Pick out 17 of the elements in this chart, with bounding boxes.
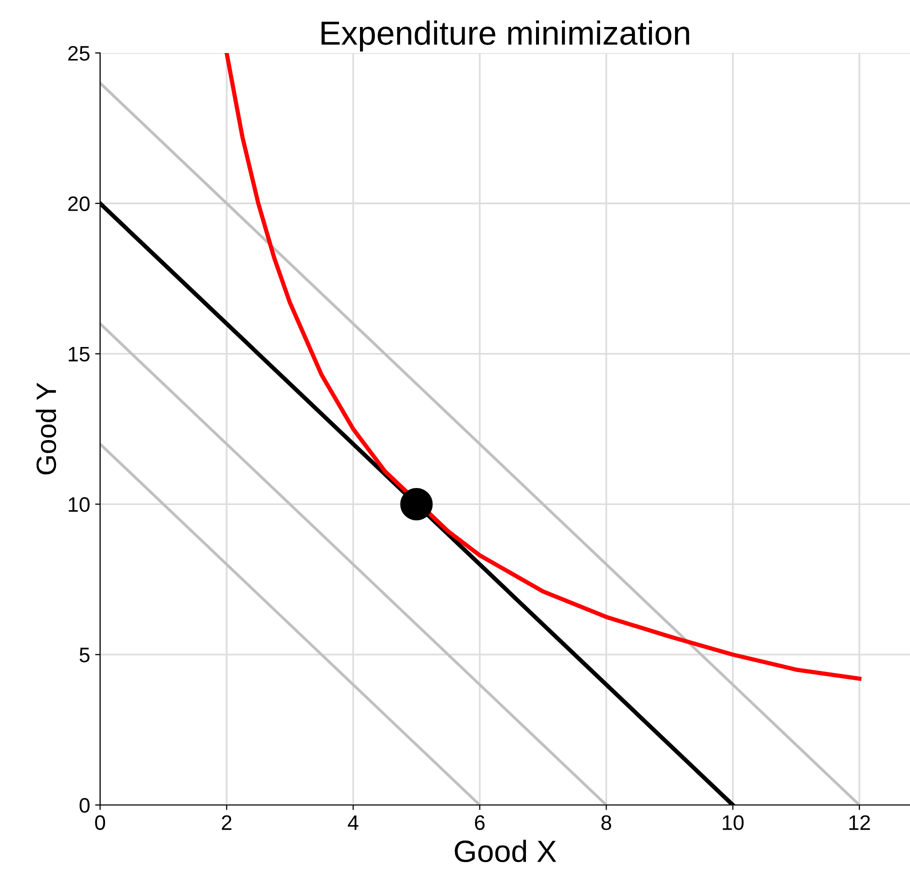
x-tick-label: 10 [722, 815, 744, 830]
y-axis-title: Good Y [36, 382, 56, 474]
x-tick-label: 12 [849, 815, 870, 830]
x-tick-label: 6 [475, 815, 485, 830]
y-tick-label: 5 [80, 648, 90, 662]
y-tick-label: 15 [68, 346, 90, 362]
x-axis-title: Good X [454, 840, 556, 862]
x-tick-label: 2 [222, 815, 232, 830]
x-tick-label: 4 [348, 815, 358, 830]
chart-title: Expenditure minimization [322, 20, 690, 52]
x-tick-label: 8 [601, 815, 612, 830]
y-tick-label: 25 [68, 46, 90, 61]
y-tick-label: 20 [68, 196, 90, 212]
line-series [224, 52, 862, 681]
x-tick-label: 0 [95, 815, 106, 830]
y-tick-label: 0 [80, 798, 90, 813]
y-tick-label: 10 [68, 497, 90, 512]
